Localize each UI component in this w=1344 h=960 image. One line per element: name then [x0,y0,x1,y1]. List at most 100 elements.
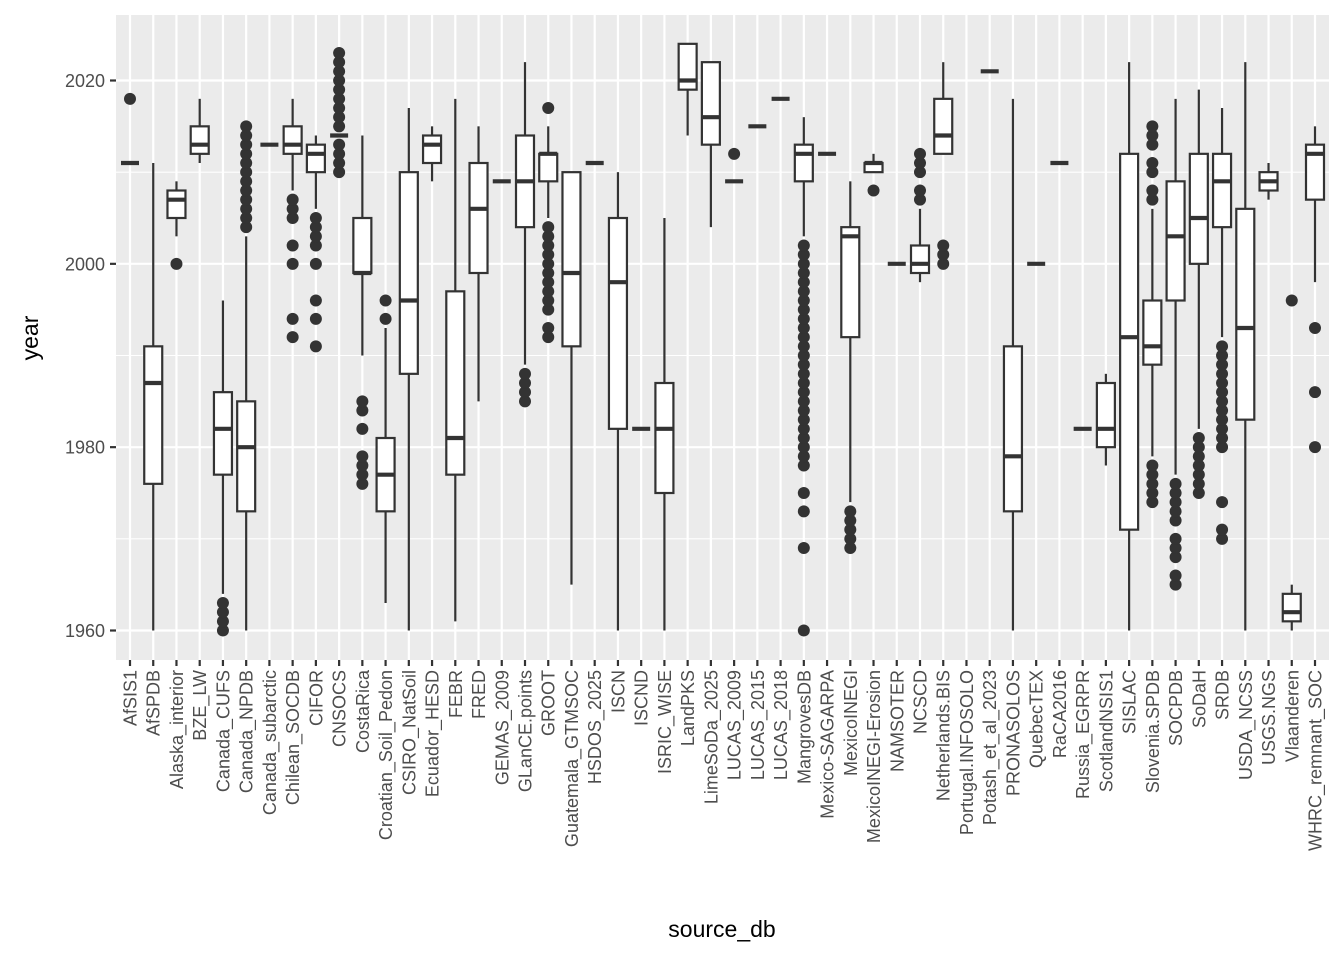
box-CSIRO_NatSoil [398,108,419,631]
outlier-point [240,138,253,151]
outlier-point [797,312,810,325]
x-tick-label: NAMSOTER [887,670,907,772]
outlier-point [937,257,950,270]
box-body [1281,592,1302,623]
box-body [1235,207,1256,421]
outlier-point [797,487,810,499]
x-tick-label: Netherlands.BIS [934,670,954,801]
outlier-point [333,102,346,114]
outlier-point [1216,386,1229,399]
box-body [1119,152,1140,531]
outlier-point [216,615,229,628]
x-tick-label: SOCPDB [1166,670,1186,746]
x-tick-label: Chilean_SOCDB [283,670,304,805]
x-axis-title: source_db [668,916,775,942]
outlier-point [797,257,810,270]
x-tick-label: CNSOCS [330,670,350,747]
box-body [561,171,582,348]
outlier-point [797,267,810,279]
outlier-point [356,459,369,472]
outlier-point [124,92,136,105]
x-tick-label: LUCAS_2018 [771,670,792,780]
outlier-point [542,294,555,307]
box-body [305,143,326,174]
x-tick-label: FEBR [446,670,466,718]
box-body [538,152,559,183]
box-body [282,125,303,155]
outlier-point [333,74,346,87]
box-WHRC_remnant_SOC [1304,126,1326,454]
outlier-point [1169,551,1182,564]
box-SRDB [1211,108,1233,545]
box-body [909,244,931,275]
box-body [212,391,234,476]
outlier-point [1216,413,1229,426]
x-tick-label: Mexico-SAGARPA [818,670,838,819]
outlier-point [1216,441,1229,454]
x-tick-label: MexicoINEGI [841,670,861,776]
outlier-point [844,542,857,554]
outlier-point [797,422,810,435]
outlier-point [797,303,810,316]
x-tick-label: BZE_LW [190,670,211,741]
outlier-point [1216,523,1229,536]
outlier-point [797,459,810,472]
outlier-point [309,257,322,270]
outlier-point [937,239,950,252]
box-body [1165,180,1186,302]
x-tick-label: CostaRica [353,669,373,753]
y-tick-label: 2020 [65,71,105,91]
x-tick-label: QuebecTEX [1027,670,1047,768]
box-GROOT [538,102,559,344]
outlier-point [797,331,810,344]
outlier-point [356,404,369,417]
outlier-point [542,248,555,261]
outlier-point [542,303,555,316]
outlier-point [1192,477,1205,490]
x-tick-label: Russia_EGRPR [1073,670,1094,799]
outlier-point [333,138,346,151]
outlier-point [286,239,299,252]
outlier-point [216,597,229,609]
outlier-point [797,624,810,637]
outlier-point [542,331,555,344]
outlier-point [286,331,299,344]
outlier-point [1216,358,1229,371]
box-body [840,226,861,339]
outlier-point [844,514,857,527]
box-GLanCE.points [514,62,536,408]
outlier-point [1146,157,1159,169]
box-body [421,134,443,165]
x-tick-label: USDA_NCSS [1236,670,1257,780]
outlier-point [240,147,253,160]
box-body [1211,152,1233,229]
box-MexicoINEGI-Erosion [863,153,884,197]
box-USGS.NGS [1258,163,1279,200]
outlier-point [914,184,926,197]
outlier-point [1146,120,1159,133]
x-tick-label: USGS.NGS [1259,670,1279,765]
box-Guatemala_GTMSOC [561,171,582,585]
outlier-point [1216,404,1229,417]
y-tick-label: 1960 [65,621,105,641]
outlier-point [937,248,950,261]
outlier-point [1169,569,1182,582]
box-SOCPDB [1165,98,1186,591]
outlier-point [1192,468,1205,481]
outlier-point [797,349,810,362]
outlier-point [240,120,253,133]
outlier-point [797,413,810,426]
outlier-point [240,166,253,179]
outlier-point [844,505,857,518]
outlier-point [542,102,555,114]
y-axis: 1960 1980 2000 2020 [65,71,116,641]
box-Canada_NPDB [236,120,257,631]
outlier-point [797,386,810,399]
outlier-point [216,606,229,619]
outlier-point [1309,322,1321,334]
outlier-point [1192,459,1205,472]
outlier-point [844,532,857,545]
outlier-point [1146,166,1159,179]
outlier-point [333,47,346,59]
